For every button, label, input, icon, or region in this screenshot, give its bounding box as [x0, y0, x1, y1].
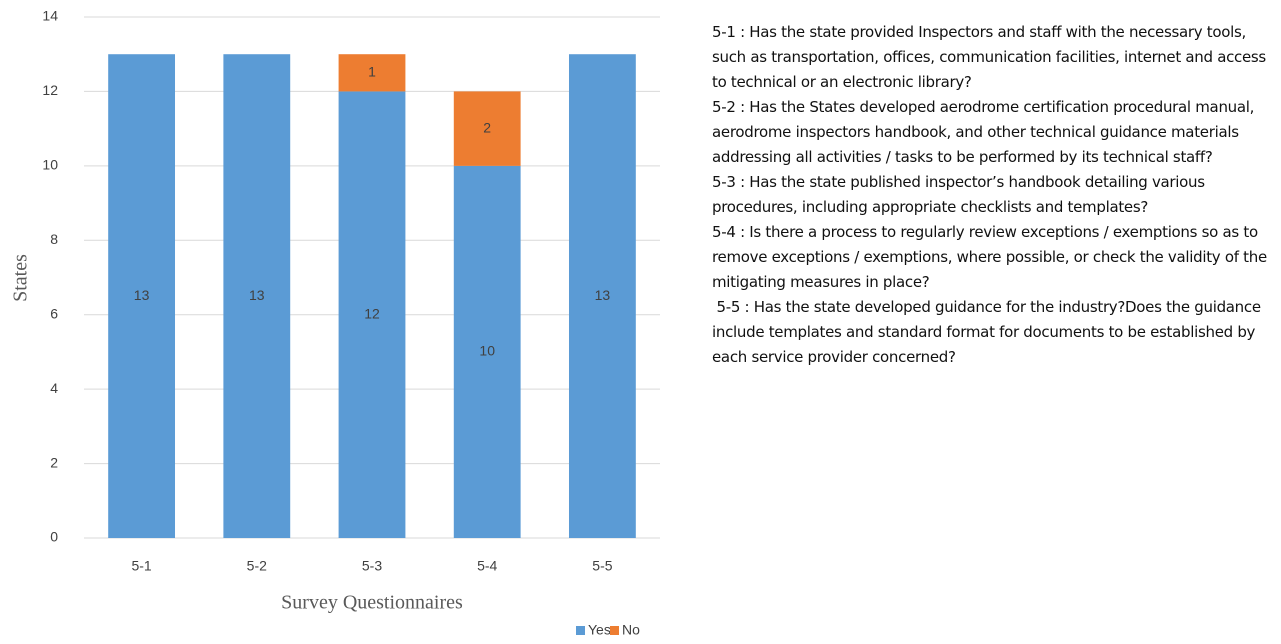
note: 5-2 : Has the States developed aerodrome… — [712, 98, 1259, 166]
y-tick-label: 12 — [42, 82, 58, 98]
x-tick-label: 5-1 — [131, 558, 151, 574]
x-axis-label: Survey Questionnaires — [281, 592, 463, 614]
y-tick-label: 2 — [50, 454, 58, 470]
data-label: 13 — [134, 287, 150, 303]
bar-segment — [338, 91, 406, 538]
y-tick-label: 0 — [50, 529, 58, 545]
bar-segment — [453, 91, 521, 166]
bar-segment — [453, 165, 521, 538]
bar-segment — [108, 54, 176, 538]
x-tick-label: 5-5 — [592, 558, 612, 574]
y-tick-label: 6 — [50, 305, 58, 321]
data-label: 10 — [479, 343, 495, 359]
y-tick-label: 4 — [50, 380, 58, 396]
data-label: 13 — [595, 287, 611, 303]
bar-segment — [338, 54, 406, 92]
data-label: 1 — [368, 64, 376, 80]
note: 5-4 : Is there a process to regularly re… — [712, 223, 1272, 291]
y-tick-label: 10 — [42, 157, 58, 173]
data-label: 2 — [483, 119, 491, 135]
x-tick-label: 5-3 — [362, 558, 382, 574]
chart: States Survey Questionnaires 02468101214… — [10, 8, 660, 638]
note: 5-1 : Has the state provided Inspectors … — [712, 23, 1271, 91]
legend-label: No — [622, 622, 640, 638]
x-tick-label: 5-4 — [477, 558, 497, 574]
data-label: 12 — [364, 305, 380, 321]
legend-swatch — [610, 626, 619, 635]
data-label: 13 — [249, 287, 265, 303]
y-axis-label: States — [10, 254, 32, 302]
legend-swatch — [576, 626, 585, 635]
legend-label: Yes — [588, 622, 611, 638]
bar-segment — [223, 54, 291, 538]
bar-segment — [568, 54, 636, 538]
y-tick-label: 14 — [42, 8, 58, 24]
notes: 5-1 : Has the state provided Inspectors … — [712, 20, 1272, 370]
note: 5-5 : Has the state developed guidance f… — [712, 298, 1266, 366]
note: 5-3 : Has the state published inspector’… — [712, 173, 1210, 216]
y-tick-label: 8 — [50, 231, 58, 247]
x-tick-label: 5-2 — [247, 558, 267, 574]
